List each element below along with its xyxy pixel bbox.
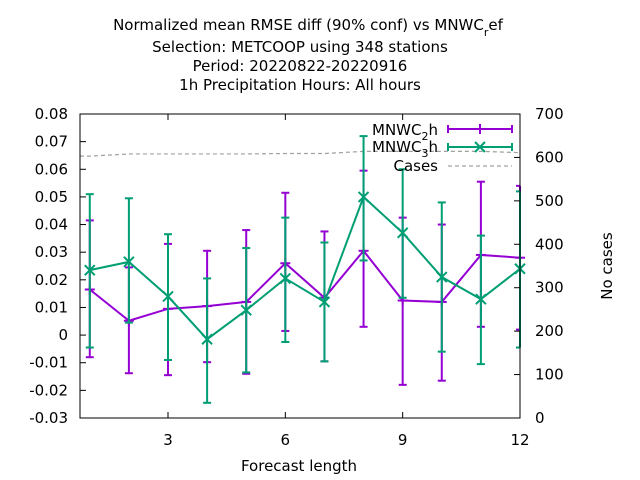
mnwc-3h-point-d2: [396, 227, 409, 239]
mnwc-3h-point: [318, 296, 331, 308]
mnwc-2h-line: [89, 249, 521, 322]
y-left-tick-label: 0.06: [35, 160, 68, 178]
legend-key-mnwc-3h-marker-d2: [474, 141, 486, 153]
y-right-tick-label: 600: [535, 148, 564, 166]
mnwc-3h-point: [475, 293, 487, 305]
x-tick-label: 9: [398, 431, 408, 449]
y-left-tick-label: 0.05: [35, 188, 68, 206]
mnwc-3h-point-d2: [240, 304, 252, 316]
plot-series: [80, 135, 526, 404]
y-right-tick-label: 200: [535, 322, 564, 340]
legend-key-mnwc-2h: [447, 124, 513, 134]
mnwc-3h-point: [162, 290, 174, 303]
mnwc-3h-line: [89, 195, 521, 341]
chart-title: Normalized mean RMSE diff (90% conf) vs …: [113, 16, 504, 94]
chart-title-line-3: Period: 20220822-20220916: [193, 57, 408, 75]
x-tick-label: 3: [163, 431, 173, 449]
mnwc-3h-point-d2: [84, 264, 96, 276]
chart-title-line-4: 1h Precipitation Hours: All hours: [179, 76, 421, 94]
x-tick-label: 12: [510, 431, 529, 449]
y-right-tick-label: 0: [535, 409, 545, 427]
mnwc-3h-point-d2: [279, 272, 292, 285]
y-right-tick-label: 100: [535, 366, 564, 384]
cases-line: [80, 150, 521, 157]
mnwc-3h-point-d2: [436, 271, 448, 283]
mnwc-3h-point-d2: [123, 256, 135, 268]
mnwc-3h-point: [240, 304, 252, 316]
y-left-tick-label: 0.07: [35, 133, 68, 151]
right-axis-label: No cases: [598, 232, 616, 300]
mnwc-3h-point: [357, 191, 370, 203]
mnwc-3h-point-d2: [475, 293, 487, 305]
y-left-tick-label: 0.08: [35, 105, 68, 123]
mnwc-3h-point: [84, 264, 96, 276]
plot-frame: [79, 113, 521, 419]
chart-title-line-1: Normalized mean RMSE diff (90% conf) vs …: [113, 16, 504, 39]
legend-label-mnwc-2h: MNWC2h: [372, 121, 438, 143]
chart-title-line-2: Selection: METCOOP using 348 stations: [152, 38, 448, 56]
y-right-tick-label: 300: [535, 279, 564, 297]
mnwc-3h-point-d2: [318, 296, 331, 308]
y-right-tick-label: 500: [535, 192, 564, 210]
legend-key-mnwc-3h: [447, 141, 513, 153]
y-right-tick-label: 700: [535, 105, 564, 123]
mnwc-3h-point: [201, 333, 213, 345]
legend-label-mnwc-3h: MNWC3h: [372, 138, 438, 160]
legend: MNWC2h MNWC3h Cases: [372, 121, 513, 175]
mnwc-3h-point-d2: [201, 333, 213, 345]
legend-key-mnwc-3h-marker: [474, 141, 486, 153]
mnwc-3h-point: [396, 227, 409, 239]
x-axis-label: Forecast length: [241, 457, 357, 475]
mnwc-3h-point: [436, 271, 448, 283]
mnwc-3h-point-d2: [357, 191, 370, 203]
axis-ticks: 0.08 0.07 0.06 0.05 0.04 0.03 0.02 0.01 0 -0.01 -0…: [29, 105, 563, 449]
y-left-tick-label: -0.02: [29, 381, 68, 399]
y-left-tick-label: 0.04: [35, 216, 68, 234]
x-tick-label: 6: [281, 431, 291, 449]
y-left-tick-label: -0.03: [29, 409, 68, 427]
y-right-tick-label: 400: [535, 235, 564, 253]
legend-label-cases: Cases: [393, 157, 438, 175]
mnwc-3h-point: [279, 272, 292, 285]
mnwc-3h-point: [123, 256, 135, 268]
y-left-tick-label: 0.01: [35, 298, 68, 316]
y-left-tick-label: 0.02: [35, 271, 68, 289]
mnwc-3h-point-d2: [162, 290, 174, 303]
y-left-tick-label: 0: [58, 326, 68, 344]
y-left-tick-label: -0.01: [29, 354, 68, 372]
legend-key-mnwc-2h-marker: [475, 124, 485, 134]
y-left-tick-label: 0.03: [35, 243, 68, 261]
